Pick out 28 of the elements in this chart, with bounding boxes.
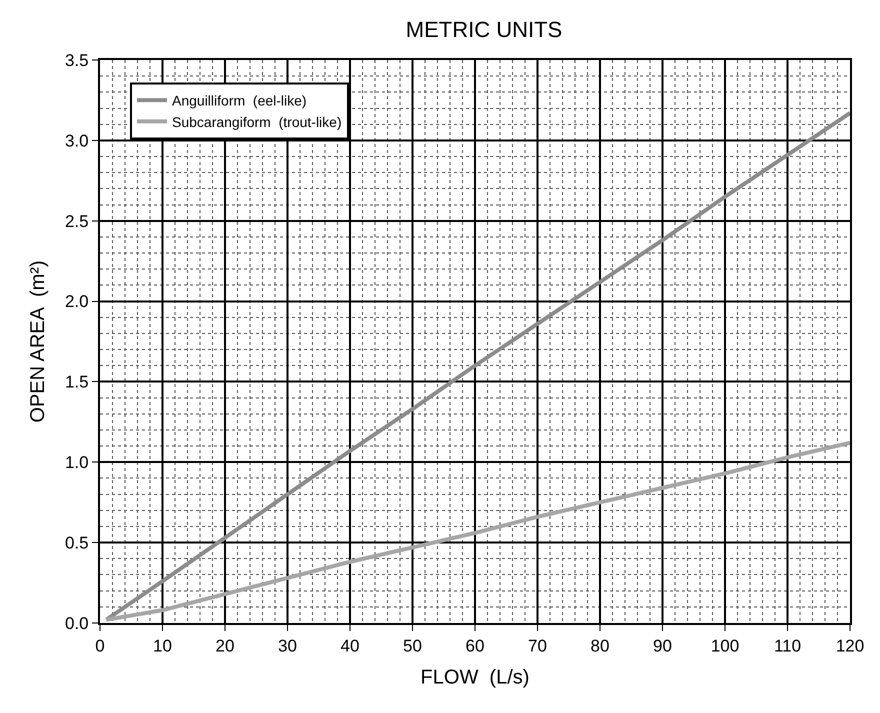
- y-tick-label: 0.0: [64, 614, 89, 633]
- y-tick-label: 3.0: [64, 131, 89, 150]
- line-series: [104, 440, 850, 622]
- legend-label: Subcarangiform (trout-like): [172, 114, 342, 130]
- legend-label: Anguilliform (eel-like): [172, 92, 307, 109]
- x-axis-title: FLOW (L/s): [420, 666, 530, 688]
- y-tick-label: 3.5: [64, 50, 89, 70]
- x-tick-label: 120: [836, 636, 864, 656]
- x-tick-label: 40: [340, 636, 360, 656]
- y-axis-title: OPEN AREA (m²): [26, 260, 49, 423]
- y-tick-label: 1.0: [64, 453, 89, 472]
- x-tick-label: 110: [774, 636, 802, 656]
- x-tick-label: 100: [710, 636, 740, 656]
- x-tick-label: 50: [403, 636, 422, 656]
- x-tick-label: 30: [278, 636, 297, 656]
- x-tick-label: 0: [95, 636, 105, 656]
- x-tick-label: 60: [466, 636, 484, 656]
- x-tick-label: 90: [653, 636, 672, 656]
- x-tick-label: 10: [153, 636, 172, 656]
- y-tick-label: 0.5: [64, 534, 89, 553]
- x-tick-label: 70: [528, 636, 547, 656]
- x-tick-label: 20: [216, 636, 234, 656]
- y-tick-label: 2.5: [64, 212, 89, 231]
- chart-title: METRIC UNITS: [406, 16, 562, 42]
- y-tick-label: 1.5: [64, 372, 89, 392]
- x-tick-label: 80: [590, 636, 610, 656]
- y-tick-label: 2.0: [64, 292, 89, 312]
- line-series: [104, 111, 850, 622]
